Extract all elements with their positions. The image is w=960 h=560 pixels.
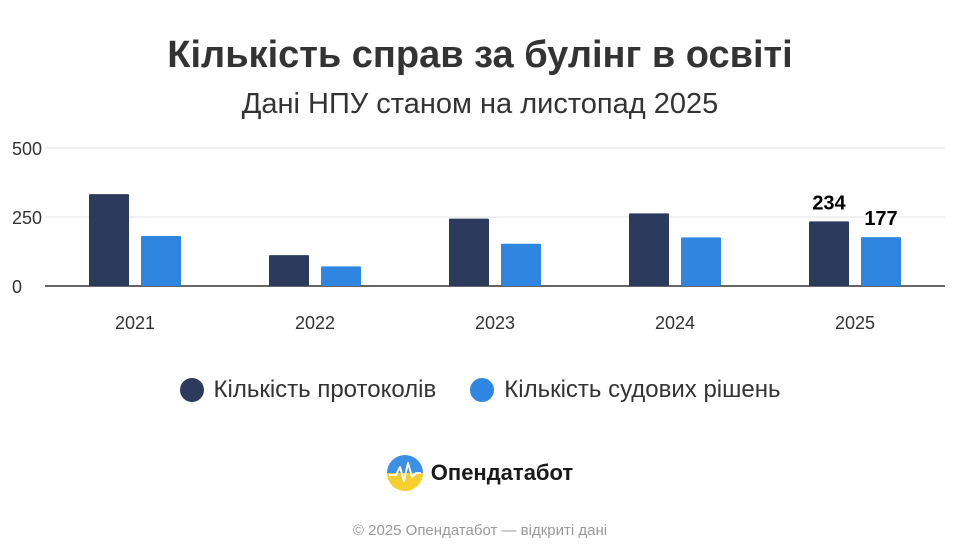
- y-tick-label: 0: [12, 277, 22, 297]
- bar-protocols-2022: [269, 255, 309, 286]
- x-tick-label: 2021: [115, 313, 155, 333]
- legend-marker-protocols: [179, 378, 204, 402]
- bar-protocols-2023: [449, 218, 489, 286]
- data-label: 177: [864, 208, 897, 230]
- bar-protocols-2024: [629, 213, 669, 286]
- legend-label-court-decisions: Кількість судових рішень: [504, 376, 781, 403]
- legend-item-protocols[interactable]: Кількість протоколів: [179, 376, 437, 404]
- legend-item-court-decisions[interactable]: Кількість судових рішень: [470, 376, 780, 404]
- x-tick-label: 2023: [475, 313, 515, 333]
- bar-court-decisions-2023: [501, 243, 541, 286]
- opendatabot-logo-icon: [386, 455, 423, 491]
- legend-label-protocols: Кількість протоколів: [213, 376, 437, 403]
- bar-court-decisions-2022: [321, 266, 361, 286]
- x-tick-label: 2024: [655, 313, 695, 333]
- bar-protocols-2021: [89, 194, 129, 286]
- bar-court-decisions-2021: [141, 236, 181, 286]
- brand-name: Опендатабот: [430, 460, 574, 485]
- y-tick-label: 250: [12, 208, 42, 228]
- chart-title: Кількість справ за булінг в освіті: [167, 34, 793, 76]
- bar-court-decisions-2024: [681, 237, 721, 286]
- footer-text: © 2025 Опендатабот — відкриті дані: [352, 522, 608, 539]
- bar-chart: 0 250 500 2021 2022 2023 2024 2025 234 177: [12, 139, 945, 333]
- chart-subtitle: Дані НПУ станом на листопад 2025: [241, 88, 719, 120]
- legend-marker-court-decisions: [470, 378, 495, 402]
- legend: Кількість протоколів Кількість судових р…: [0, 376, 960, 404]
- brand[interactable]: Опендатабот: [0, 455, 960, 491]
- x-tick-label: 2022: [295, 313, 335, 333]
- y-tick-label: 500: [12, 139, 42, 159]
- bar-court-decisions-2025: [861, 237, 901, 286]
- bar-protocols-2025: [809, 221, 849, 286]
- data-label: 234: [812, 192, 846, 214]
- x-tick-label: 2025: [835, 313, 875, 333]
